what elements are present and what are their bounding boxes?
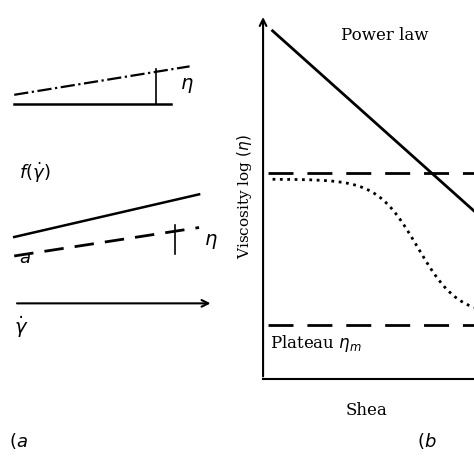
Text: $f(\dot{\gamma})$: $f(\dot{\gamma})$: [19, 161, 50, 185]
Text: Plateau $\eta_m$: Plateau $\eta_m$: [270, 333, 362, 354]
Text: Shea: Shea: [346, 401, 388, 419]
Text: $\eta$: $\eta$: [180, 76, 194, 95]
Text: $\eta$: $\eta$: [204, 232, 218, 251]
Text: $(b$: $(b$: [417, 431, 437, 451]
Text: $\dot{\gamma}$: $\dot{\gamma}$: [14, 314, 28, 340]
Text: $a$: $a$: [19, 249, 31, 267]
Text: Power law: Power law: [341, 27, 429, 44]
Text: $(a$: $(a$: [9, 431, 28, 451]
Text: Viscosity log $(\eta)$: Viscosity log $(\eta)$: [235, 134, 254, 259]
